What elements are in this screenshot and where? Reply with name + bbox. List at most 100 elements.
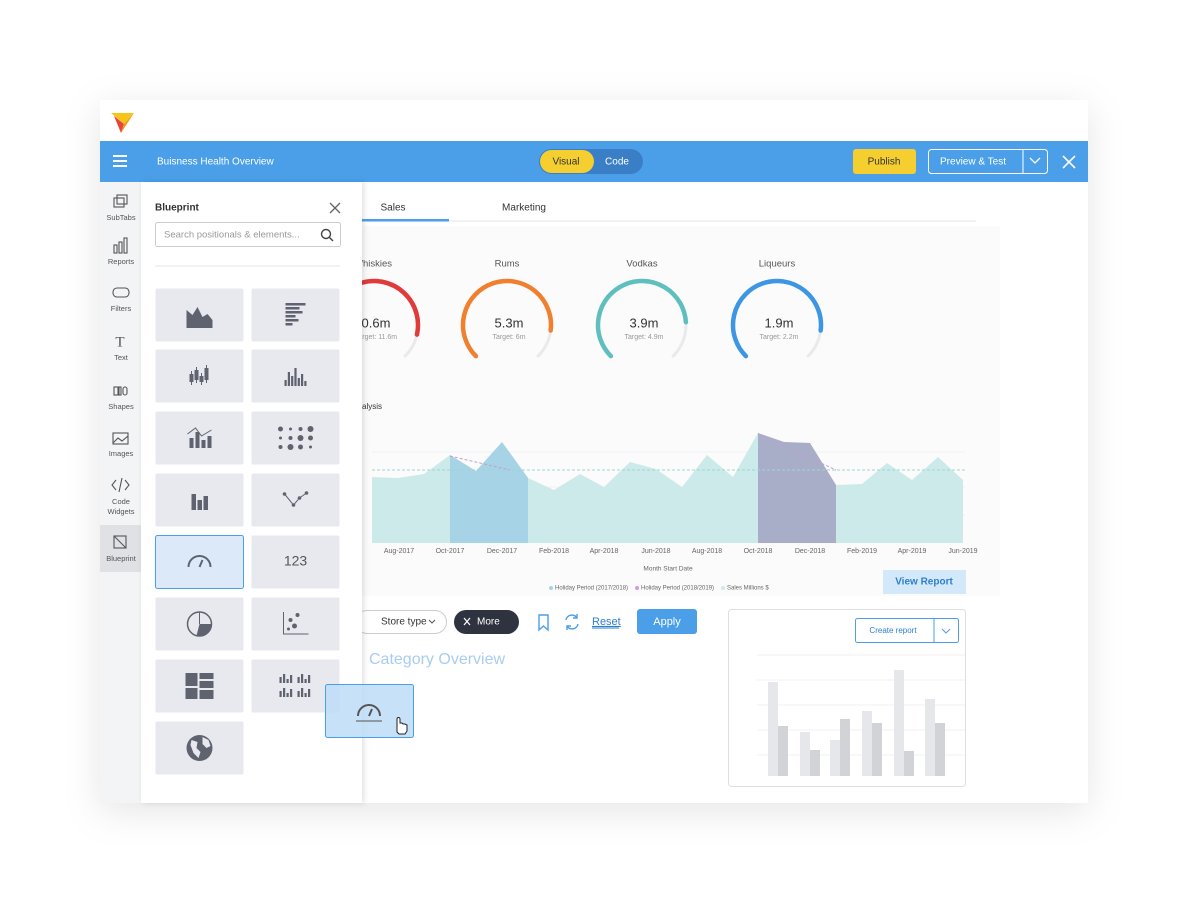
text-icon: T bbox=[115, 334, 124, 350]
legend-swatch bbox=[635, 586, 639, 590]
create-report-label: Create report bbox=[869, 626, 917, 635]
reset-link[interactable]: Reset bbox=[592, 616, 621, 628]
legend-entry: Holiday Period (2017/2018) bbox=[555, 586, 628, 592]
blueprint-tile[interactable] bbox=[251, 411, 340, 465]
tile-icon bbox=[304, 381, 307, 386]
blueprint-tile[interactable] bbox=[155, 535, 244, 589]
visual-label: Visual bbox=[552, 157, 579, 168]
holiday-period-2 bbox=[758, 433, 836, 543]
view-report-label: View Report bbox=[895, 577, 953, 588]
dragged-gauge-icon bbox=[356, 704, 382, 722]
tile-icon bbox=[199, 376, 204, 382]
shape bbox=[368, 708, 373, 717]
shape bbox=[778, 719, 945, 776]
tile-icon bbox=[201, 440, 206, 448]
sidebar-label[interactable]: Blueprint bbox=[106, 554, 137, 563]
shape bbox=[862, 711, 872, 776]
tile-icon bbox=[278, 445, 283, 449]
menu-icon[interactable] bbox=[113, 155, 127, 167]
tile-icon bbox=[195, 432, 200, 448]
blueprint-tile[interactable] bbox=[251, 535, 340, 589]
more-filter[interactable] bbox=[454, 610, 519, 634]
shape bbox=[122, 386, 128, 396]
shape bbox=[935, 723, 945, 776]
shape bbox=[768, 682, 778, 776]
legend-entry: Holiday Period (2018/2019) bbox=[641, 586, 714, 592]
shape bbox=[328, 236, 334, 242]
tile-icon bbox=[285, 311, 303, 314]
shape bbox=[112, 432, 129, 445]
dragged-gauge-tile[interactable] bbox=[325, 684, 414, 738]
visual-mode[interactable] bbox=[540, 150, 594, 173]
x-tick-label: Aug-2017 bbox=[384, 548, 414, 555]
shape bbox=[894, 670, 904, 776]
search-placeholder: Search positionals & elements... bbox=[164, 230, 300, 241]
category-title: Category Overview bbox=[369, 651, 505, 668]
gauge-arc bbox=[595, 278, 689, 359]
tile-icon bbox=[304, 693, 307, 697]
tile-icon bbox=[279, 677, 282, 683]
tile-icon bbox=[197, 500, 202, 510]
search-input[interactable] bbox=[155, 222, 341, 247]
x-tick-label: Aug-2018 bbox=[692, 548, 722, 555]
blueprint-tile[interactable] bbox=[251, 659, 340, 713]
preview-dropdown[interactable] bbox=[1029, 157, 1041, 164]
tile-icon bbox=[297, 435, 304, 441]
bookmark-icon[interactable] bbox=[538, 614, 549, 632]
sidebar-label[interactable]: Code bbox=[112, 497, 130, 506]
active-tab-indicator bbox=[360, 219, 449, 222]
tab-sales[interactable]: Sales bbox=[380, 203, 405, 214]
tile-icon bbox=[194, 370, 199, 380]
shape bbox=[114, 116, 124, 133]
shape bbox=[357, 704, 381, 717]
sidebar-label[interactable]: Shapes bbox=[108, 402, 134, 411]
trend-line bbox=[757, 433, 837, 471]
preview-button[interactable] bbox=[928, 149, 1048, 174]
shape: SubTabs Reports Filters Text Shapes Images Cod… bbox=[106, 213, 137, 563]
sidebar-label[interactable]: Filters bbox=[111, 304, 132, 313]
tile-icon bbox=[191, 494, 196, 510]
search-icon[interactable] bbox=[320, 228, 334, 242]
create-report-button[interactable] bbox=[855, 618, 959, 643]
shape bbox=[121, 113, 134, 133]
create-report-dropdown[interactable] bbox=[941, 628, 951, 634]
gauge-target: Target: 2.2m bbox=[760, 334, 799, 341]
tile-icon bbox=[298, 444, 303, 450]
close-editor[interactable] bbox=[1062, 155, 1076, 169]
tile-icon bbox=[283, 674, 286, 683]
shape bbox=[904, 751, 914, 776]
sidebar-label[interactable]: Widgets bbox=[107, 507, 134, 516]
more-close-icon[interactable] bbox=[463, 617, 471, 626]
tile-icon bbox=[286, 679, 289, 683]
tile-icon bbox=[308, 675, 311, 683]
gauge-arc bbox=[730, 278, 824, 359]
sidebar-label[interactable]: Images bbox=[109, 449, 134, 458]
gauge-value: 1.9m bbox=[765, 315, 794, 330]
tile-icon bbox=[297, 496, 302, 500]
tile-icon bbox=[285, 303, 306, 306]
tab-marketing[interactable]: Marketing bbox=[502, 203, 546, 214]
x-tick-label: Dec-2018 bbox=[795, 548, 825, 555]
sidebar-label[interactable]: SubTabs bbox=[106, 213, 135, 222]
area-chart: Aug-2017 Oct-2017 Dec-2017 Feb-2018 Apr-2018… bbox=[372, 433, 978, 592]
tile-icon bbox=[301, 674, 304, 683]
refresh-icon[interactable] bbox=[565, 614, 579, 630]
tile-icon bbox=[309, 445, 312, 449]
chart-title: alysis bbox=[362, 402, 382, 411]
apply-button[interactable] bbox=[637, 609, 697, 634]
sidebar-label[interactable]: Reports bbox=[108, 257, 135, 266]
tile-icon bbox=[291, 376, 294, 386]
blueprint-tile[interactable] bbox=[251, 473, 340, 527]
logo bbox=[111, 113, 134, 133]
code-label[interactable]: Code bbox=[605, 157, 629, 168]
tile-icon bbox=[186, 307, 213, 328]
shape bbox=[123, 237, 128, 254]
close-panel[interactable] bbox=[329, 202, 341, 214]
gauge-target: Target: 11.6m bbox=[355, 334, 397, 341]
view-report-button[interactable] bbox=[883, 570, 966, 594]
publish-button[interactable] bbox=[853, 149, 916, 174]
tile-icon bbox=[288, 436, 293, 440]
sidebar-label[interactable]: Text bbox=[114, 353, 129, 362]
shape bbox=[124, 479, 130, 491]
